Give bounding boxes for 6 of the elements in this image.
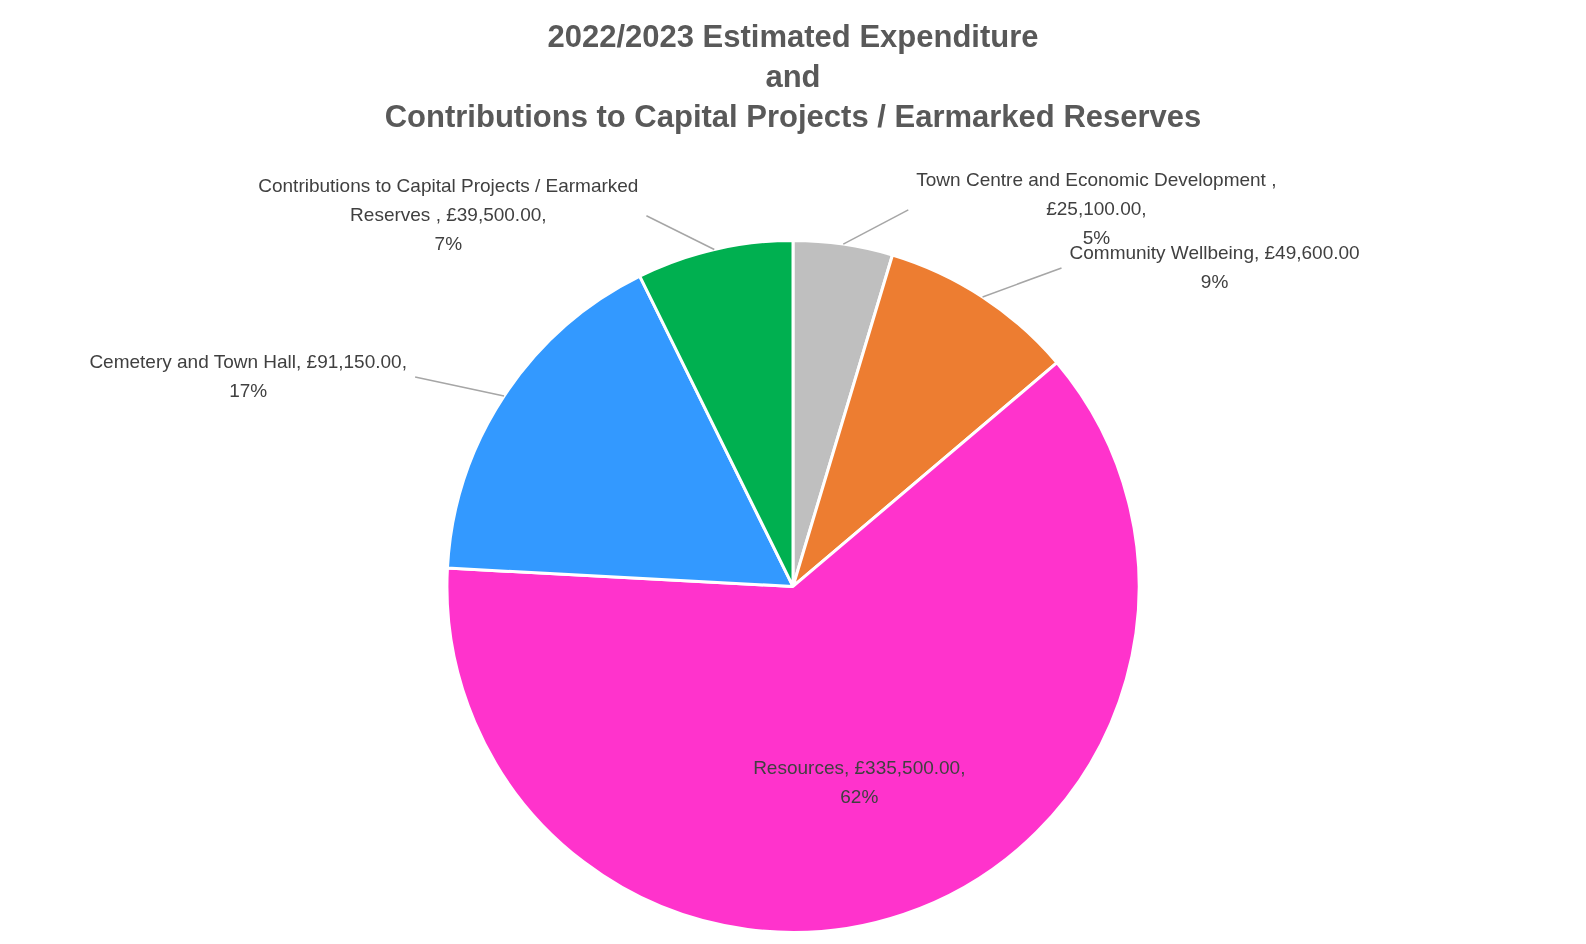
slice-label: Contributions to Capital Projects / Earmarked Reserves: [384, 99, 1202, 135]
slice-label: Resources, £335,500.00, 62%: [753, 756, 966, 807]
chart-title: 2022/2023 Estimated Expenditure and: [547, 18, 1039, 94]
slice-label: Cemetery and Town Hall, £91,150.00, 17%: [89, 350, 407, 401]
text: 7%: [434, 233, 463, 254]
category-label: Contributions to Capital Projects / Earmarked Reserves , £39,500.00,: [258, 175, 639, 225]
